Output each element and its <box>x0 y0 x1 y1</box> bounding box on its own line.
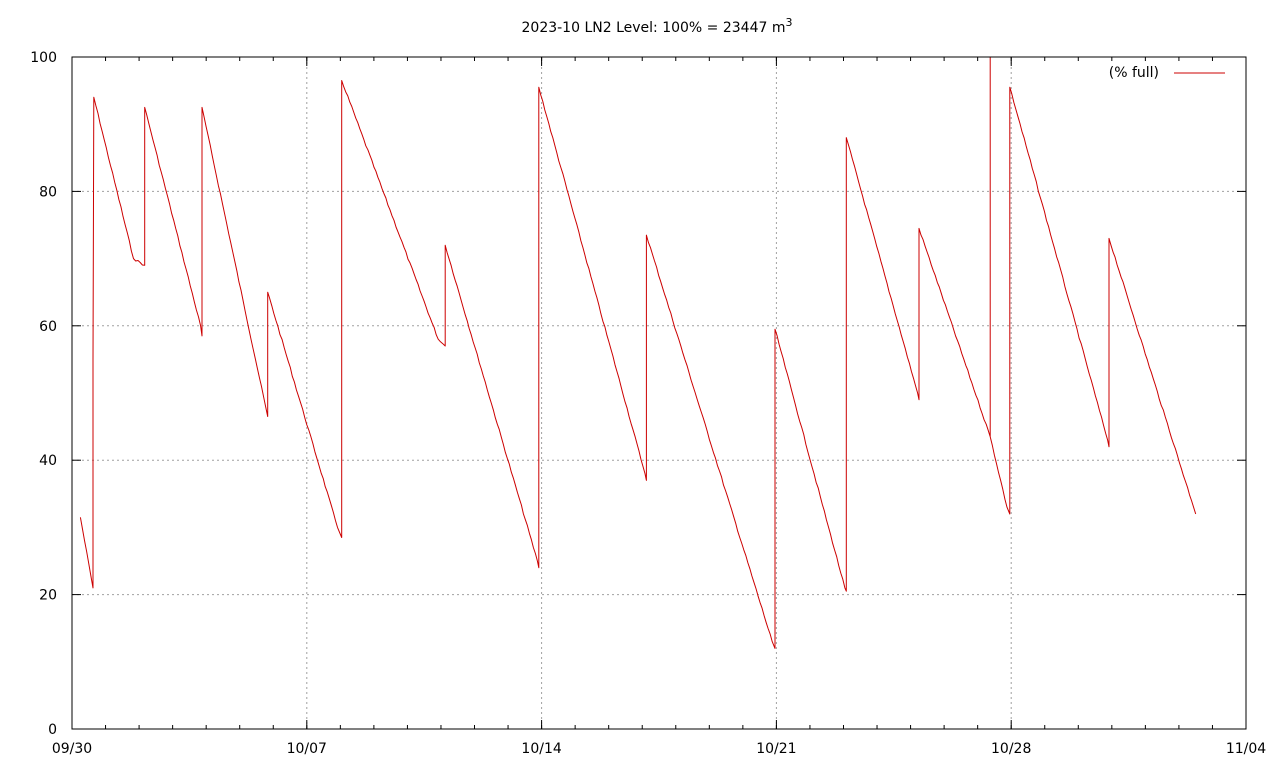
x-tick-label: 10/21 <box>756 741 796 757</box>
y-tick-label: 100 <box>30 50 57 66</box>
plot-frame <box>71 56 1247 730</box>
x-tick-label: 10/07 <box>287 741 327 757</box>
y-tick-label: 40 <box>39 453 57 469</box>
chart-title: 2023-10 LN2 Level: 100% = 23447 m3 <box>522 16 793 36</box>
x-tick-label: 09/30 <box>52 741 92 757</box>
chart-title-superscript: 3 <box>785 16 792 29</box>
y-tick-label: 20 <box>39 588 57 604</box>
gridlines <box>72 57 1246 729</box>
x-tick-label: 11/04 <box>1226 741 1266 757</box>
y-tick-label: 80 <box>39 184 57 200</box>
series-line <box>79 56 1197 649</box>
y-tick-label: 60 <box>39 319 57 335</box>
x-tick-label: 10/14 <box>521 741 561 757</box>
x-tick-label: 10/28 <box>991 741 1031 757</box>
legend: (% full) <box>1109 65 1225 81</box>
axis-tick-labels: 09/30 10/07 10/14 10/21 10/28 11/04 0 20 40 60 80 1… <box>30 50 1266 757</box>
axis-ticks <box>71 56 1247 730</box>
y-tick-label: 0 <box>48 722 57 738</box>
legend-label: (% full) <box>1109 65 1159 81</box>
series-group <box>79 56 1197 649</box>
